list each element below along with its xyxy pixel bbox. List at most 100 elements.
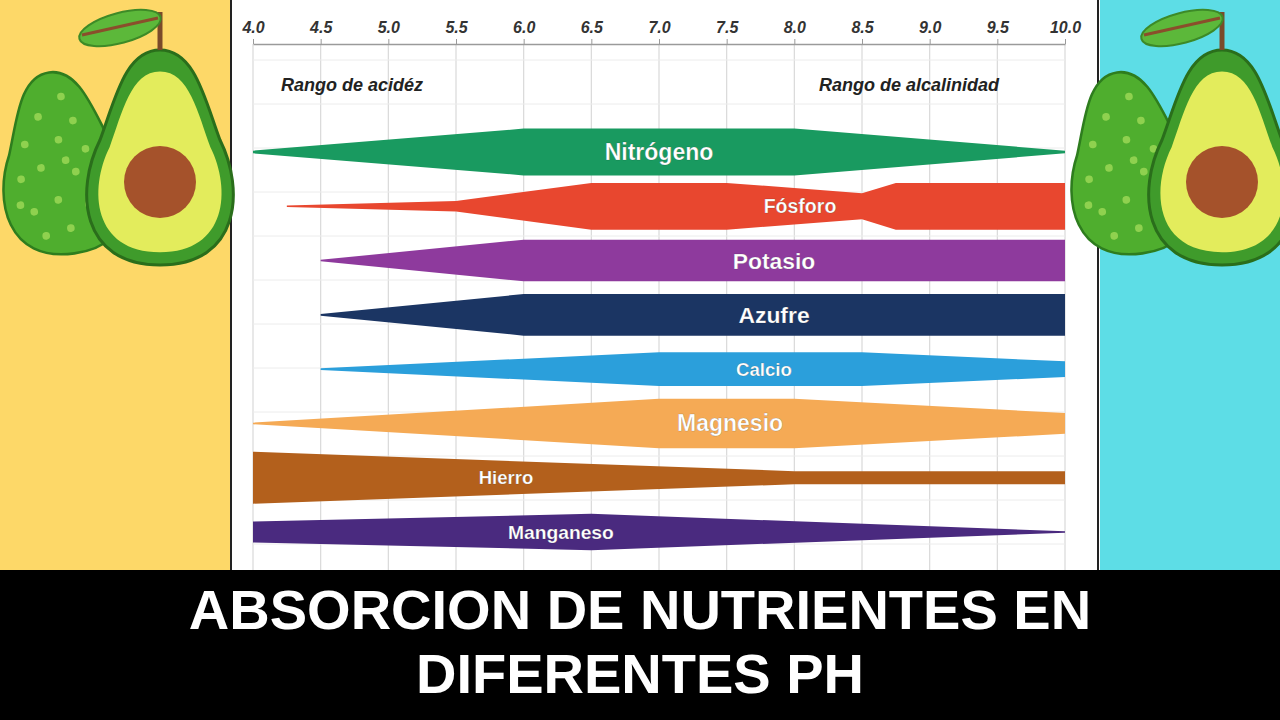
- annotation: Rango de alcalinidad: [819, 75, 1000, 95]
- tick-label: 4.0: [241, 19, 264, 36]
- band-label: Nitrógeno: [605, 139, 714, 165]
- grid-row-line: [253, 60, 1065, 61]
- tick-label: 6.5: [581, 19, 604, 36]
- avocado-dot: [1088, 140, 1097, 149]
- tick: 7.5: [716, 19, 739, 44]
- leaf: [76, 3, 165, 54]
- tick-mark: [727, 39, 728, 44]
- avocado-dot: [42, 232, 51, 241]
- avocado-dot: [1129, 156, 1138, 165]
- leaf: [1138, 3, 1227, 54]
- avocado-dot: [17, 175, 26, 184]
- x-axis: 4.0 4.5 5.0 5.5 6.0 6.5 7.0 7.5 8.0 8.5 9.0 9.5 10.0: [241, 19, 1081, 45]
- tick-mark: [997, 39, 998, 44]
- tick: 6.5: [581, 19, 604, 44]
- avocado-stem: [1138, 3, 1227, 54]
- avocado-dot: [1122, 135, 1131, 144]
- avocado-dot: [34, 113, 43, 122]
- tick: 7.0: [648, 19, 670, 44]
- grid: [253, 44, 1065, 570]
- tick-mark: [253, 39, 254, 44]
- nutrient-band: [321, 294, 1065, 336]
- avocado-pit: [1186, 146, 1258, 218]
- tick-mark: [659, 39, 660, 44]
- band-label: Azufre: [738, 302, 809, 328]
- tick-mark: [524, 39, 525, 44]
- nutrient-band: [253, 452, 1065, 504]
- nutrient-band: [321, 240, 1065, 282]
- title-line: DIFERENTES PH: [416, 642, 864, 705]
- avocado-half: [1149, 50, 1280, 265]
- avocado-dot: [37, 164, 46, 173]
- tick: 10.0: [1050, 19, 1081, 44]
- band-label: Magnesio: [677, 410, 783, 436]
- avocado-dot: [1105, 164, 1114, 173]
- avocado-dot: [1102, 113, 1111, 122]
- avocado-dot: [1085, 175, 1094, 184]
- tick: 9.0: [919, 19, 941, 44]
- chart-background: [230, 0, 1100, 570]
- tick-mark: [591, 39, 592, 44]
- avocado-dot: [1110, 232, 1119, 241]
- tick-mark: [1065, 39, 1066, 44]
- grid-row-line: [253, 236, 1065, 237]
- avocado-outer: [1149, 50, 1280, 265]
- title-banner: [0, 570, 1280, 720]
- nutrient-band: [253, 514, 1065, 550]
- avocado: [1055, 3, 1280, 265]
- avocado-dot: [1125, 92, 1134, 101]
- chart-border: [230, 0, 232, 570]
- avocado-dot: [1139, 167, 1148, 176]
- avocado-dot: [54, 135, 63, 144]
- leaf-vein: [82, 18, 158, 35]
- tick-mark: [794, 39, 795, 44]
- avocado-dot: [20, 140, 29, 149]
- title-line: ABSORCION DE NUTRIENTES EN: [189, 578, 1091, 641]
- tick: 4.5: [309, 19, 333, 44]
- avocado-dot: [1122, 196, 1131, 205]
- avocado-dot: [69, 116, 78, 125]
- tick: 6.0: [513, 19, 535, 44]
- tick: 8.0: [784, 19, 806, 44]
- tick-mark: [321, 39, 322, 44]
- avocado-dot: [54, 196, 63, 205]
- tick: 5.0: [378, 19, 400, 44]
- tick-label: 5.0: [378, 19, 400, 36]
- tick-label: 9.5: [987, 19, 1010, 36]
- avocado-half: [87, 50, 234, 265]
- tick-label: 7.0: [648, 19, 670, 36]
- tick-mark: [456, 39, 457, 44]
- tick-label: 4.5: [309, 19, 333, 36]
- tick-label: 8.5: [851, 19, 874, 36]
- nutrient-band: [321, 352, 1065, 386]
- nutrient-band: [253, 399, 1065, 448]
- tick: 8.5: [851, 19, 874, 44]
- leaf-vein: [1144, 18, 1220, 35]
- tick-mark: [930, 39, 931, 44]
- avocado-dot: [16, 201, 25, 210]
- band-label: Fósforo: [764, 195, 837, 217]
- band-label: Potasio: [733, 248, 816, 274]
- tick-label: 8.0: [784, 19, 806, 36]
- tick: 5.5: [445, 19, 468, 44]
- tick-label: 7.5: [716, 19, 739, 36]
- avocado-dot: [57, 92, 66, 101]
- avocado-dot: [67, 224, 76, 233]
- tick: 4.0: [241, 19, 264, 44]
- avocado-dot: [81, 145, 90, 154]
- tick-mark: [862, 39, 863, 44]
- nutrient-band: [253, 129, 1065, 176]
- avocado-dot: [61, 156, 70, 165]
- tick-label: 6.0: [513, 19, 535, 36]
- band-label: Manganeso: [508, 522, 614, 543]
- tick: 9.5: [987, 19, 1010, 44]
- title: ABSORCION DE NUTRIENTES ENDIFERENTES PH: [189, 578, 1091, 705]
- avocado-stem: [76, 3, 165, 54]
- tick-label: 10.0: [1050, 19, 1081, 36]
- annotation: Rango de acidéz: [281, 75, 423, 95]
- avocado-flesh: [1160, 72, 1280, 253]
- band-label: Calcio: [736, 359, 792, 380]
- chart-svg: 4.0 4.5 5.0 5.5 6.0 6.5 7.0 7.5 8.0 8.5 9.0 9.5 10.0…: [0, 0, 1280, 720]
- avocado-pit: [124, 146, 196, 218]
- tick-label: 9.0: [919, 19, 941, 36]
